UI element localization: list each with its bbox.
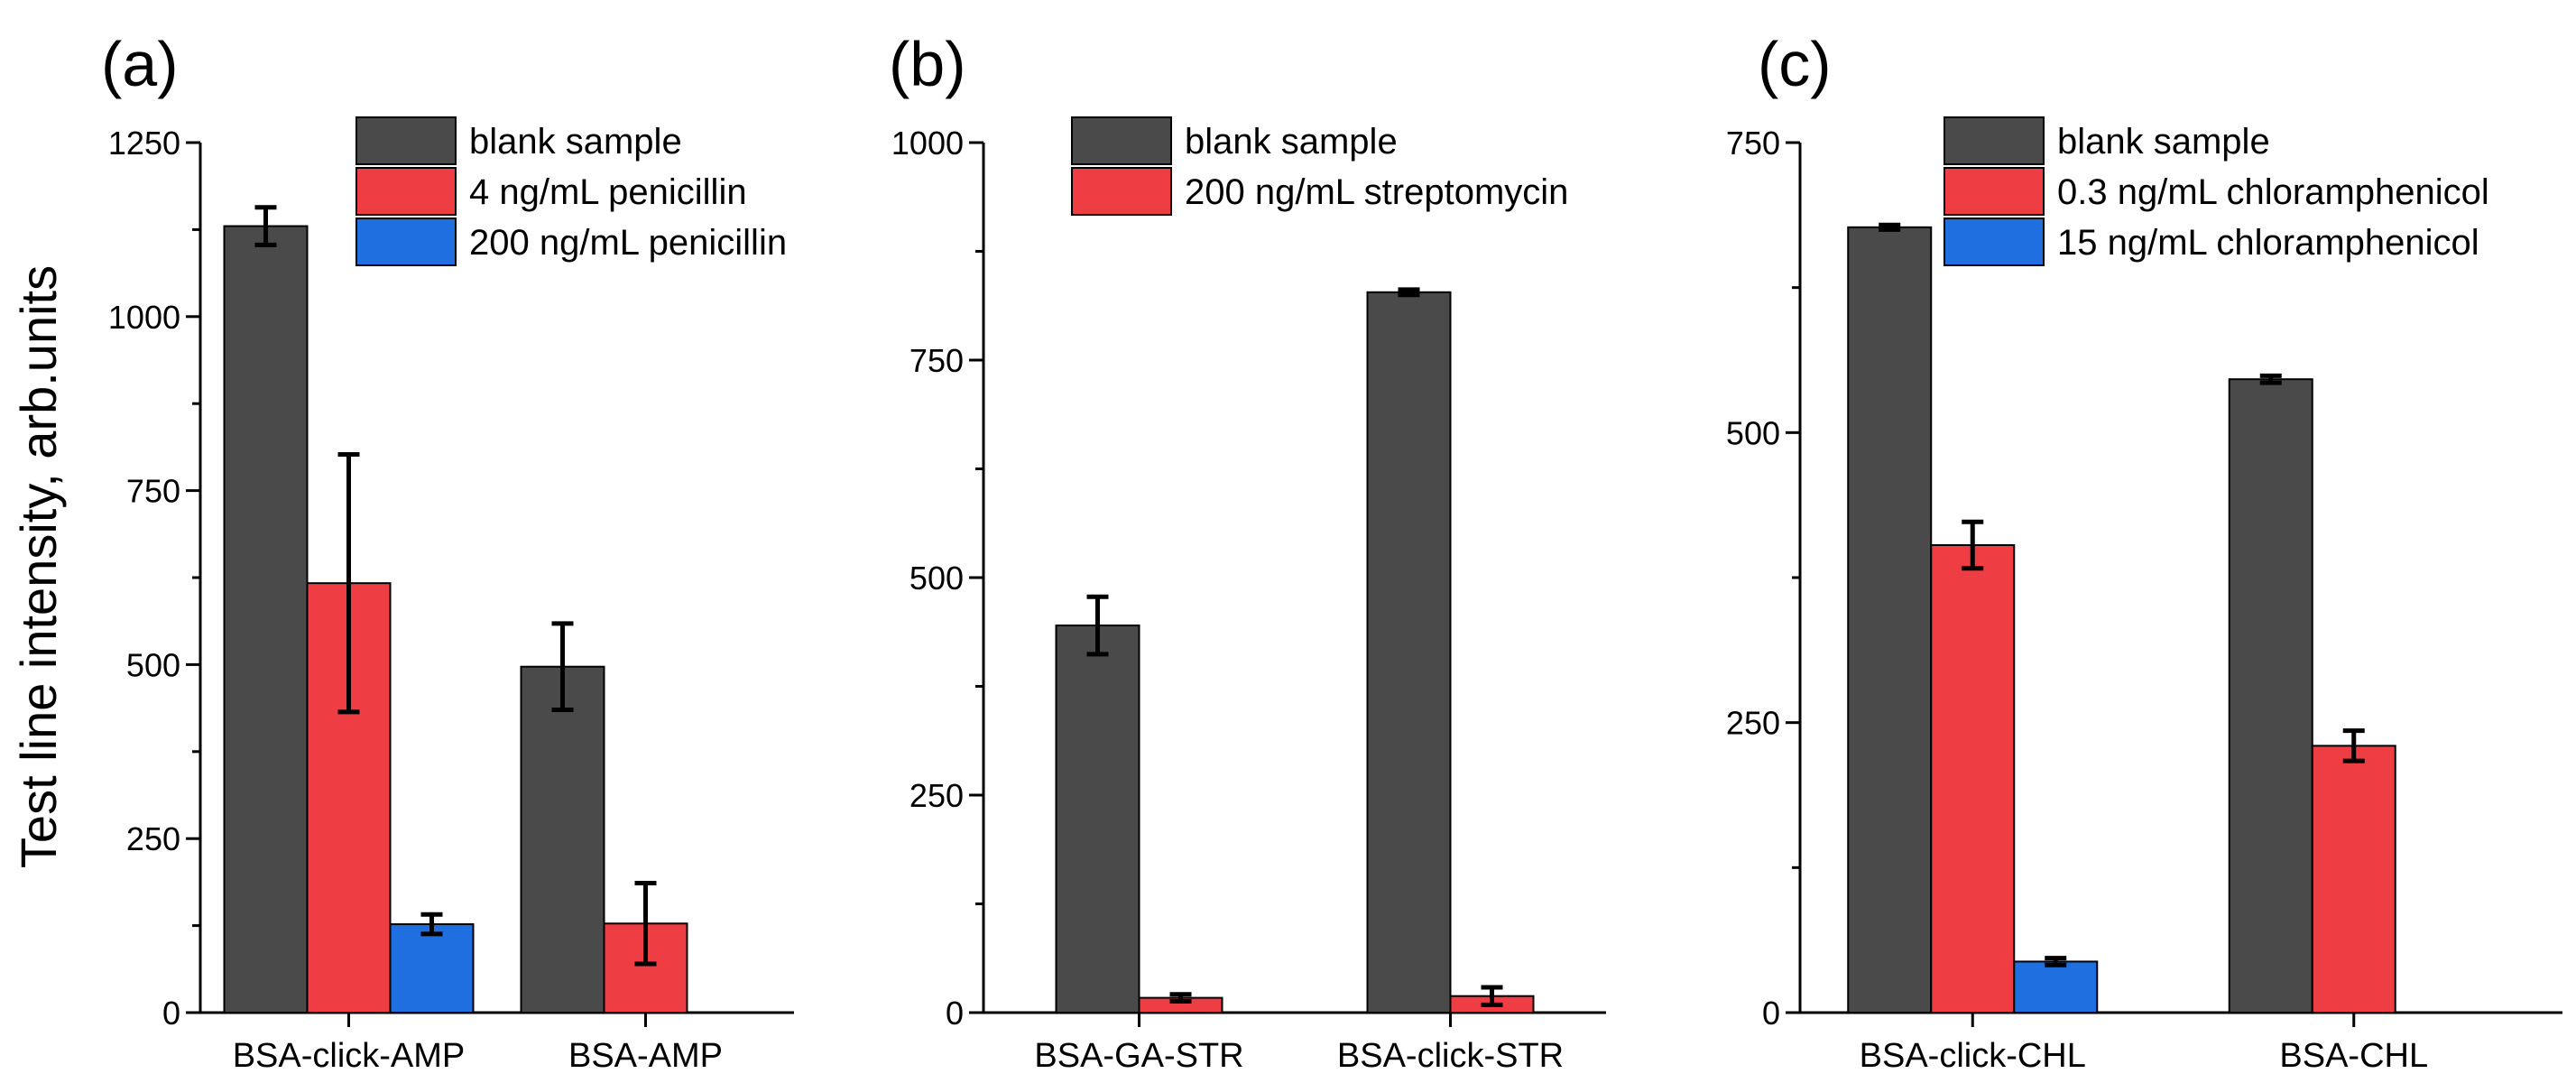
y-tick-label: 0 <box>946 995 964 1032</box>
x-category-label: BSA-click-AMP <box>233 1037 466 1075</box>
y-axis-label: Test line intensity, arb.units <box>10 265 67 868</box>
y-tick-label: 0 <box>1762 995 1780 1032</box>
bar-blank-sample-bsa-chl <box>2228 378 2313 1014</box>
chart-panel-2: (b) 0 250 500 750 1000 BSA-GA-STR BSA-click-STR… <box>889 29 1606 1075</box>
y-tick-label: 250 <box>1726 705 1780 742</box>
x-category-label: BSA-CHL <box>2279 1037 2428 1075</box>
legend-label: 200 ng/mL penicillin <box>469 223 787 263</box>
bar-0-3-ng-ml-chloramphenicol-bsa-chl <box>2311 745 2396 1014</box>
y-tick-label: 250 <box>126 820 180 857</box>
legend-swatch <box>1071 116 1172 165</box>
chart-panel-1: (a) 0 250 500 750 1000 1250 BSA-click-AMP BSA-AM… <box>101 29 794 1075</box>
y-tick-label: 750 <box>126 473 180 510</box>
panel-label: (b) <box>889 29 966 99</box>
x-category-label: BSA-AMP <box>568 1037 723 1075</box>
bar-blank-sample-bsa-click-chl <box>1847 226 1933 1014</box>
bar-blank-sample-bsa-ga-str <box>1055 625 1140 1014</box>
chart-panel-3: (c) 0 250 500 750 BSA-click-CHL BSA-CHL blank s… <box>1726 29 2562 1075</box>
x-category-label: BSA-GA-STR <box>1034 1037 1243 1075</box>
y-tick-label: 500 <box>909 560 964 597</box>
x-category-label: BSA-click-STR <box>1337 1037 1564 1075</box>
legend-label: 200 ng/mL streptomycin <box>1185 172 1568 212</box>
panel-label: (c) <box>1758 29 1832 99</box>
legend-swatch <box>1944 218 2045 266</box>
legend-swatch <box>1071 167 1172 216</box>
legend-label: 15 ng/mL chloramphenicol <box>2057 223 2479 263</box>
legend-label: 0.3 ng/mL chloramphenicol <box>2057 172 2489 212</box>
y-tick-label: 750 <box>1726 125 1780 162</box>
bar-0-3-ng-ml-chloramphenicol-bsa-click-chl <box>1930 544 2016 1014</box>
legend-label: 4 ng/mL penicillin <box>469 172 747 212</box>
y-tick-label: 1000 <box>891 125 964 162</box>
y-tick-label: 1000 <box>108 299 180 336</box>
bar-200-ng-ml-penicillin-bsa-click-amp <box>389 923 475 1014</box>
bar-blank-sample-bsa-click-amp <box>223 225 309 1014</box>
x-category-label: BSA-click-CHL <box>1860 1037 2086 1075</box>
legend-swatch <box>355 218 457 266</box>
bar-blank-sample-bsa-amp <box>520 665 605 1014</box>
legend-swatch <box>355 116 457 165</box>
y-tick-label: 500 <box>1726 414 1780 451</box>
y-tick-label: 1250 <box>108 125 180 162</box>
y-tick-label: 500 <box>126 646 180 683</box>
legend-label: blank sample <box>2057 122 2270 162</box>
bar-15-ng-ml-chloramphenicol-bsa-click-chl <box>2013 960 2099 1014</box>
legend-swatch <box>1944 167 2045 216</box>
panel-label: (a) <box>101 29 179 99</box>
legend-swatch <box>355 167 457 216</box>
y-tick-label: 0 <box>162 995 180 1032</box>
y-tick-label: 250 <box>909 777 964 814</box>
y-tick-label: 750 <box>909 342 964 379</box>
legend-label: blank sample <box>1185 122 1398 162</box>
legend-label: blank sample <box>469 122 682 162</box>
legend-swatch <box>1944 116 2045 165</box>
bar-blank-sample-bsa-click-str <box>1366 291 1452 1014</box>
